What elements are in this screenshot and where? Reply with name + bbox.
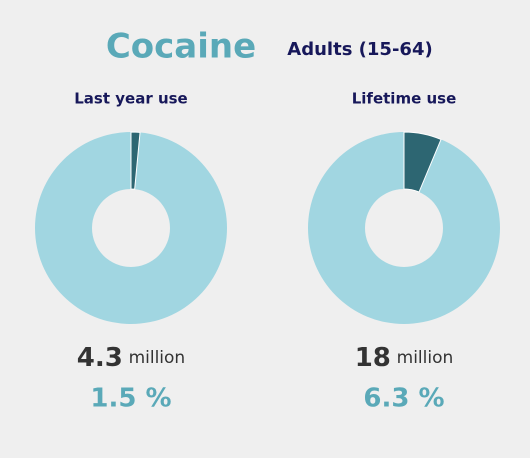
donut-segment	[130, 131, 141, 190]
chart-title: Lifetime use	[352, 90, 457, 108]
donut-track	[308, 132, 500, 324]
percent-label: 1.5 %	[90, 384, 171, 414]
donut-segment	[403, 131, 442, 193]
count-value: 18	[355, 343, 391, 373]
donut-track	[35, 132, 227, 324]
count-value: 4.3	[77, 343, 123, 373]
count-label: 4.3 million	[77, 343, 185, 373]
page-title: Cocaine	[106, 27, 256, 67]
count-label: 18 million	[355, 343, 454, 373]
count-unit: million	[397, 348, 454, 368]
percent-label: 6.3 %	[363, 384, 444, 414]
page-subtitle: Adults (15-64)	[287, 39, 432, 60]
count-unit: million	[129, 348, 186, 368]
chart-title: Last year use	[74, 90, 187, 108]
